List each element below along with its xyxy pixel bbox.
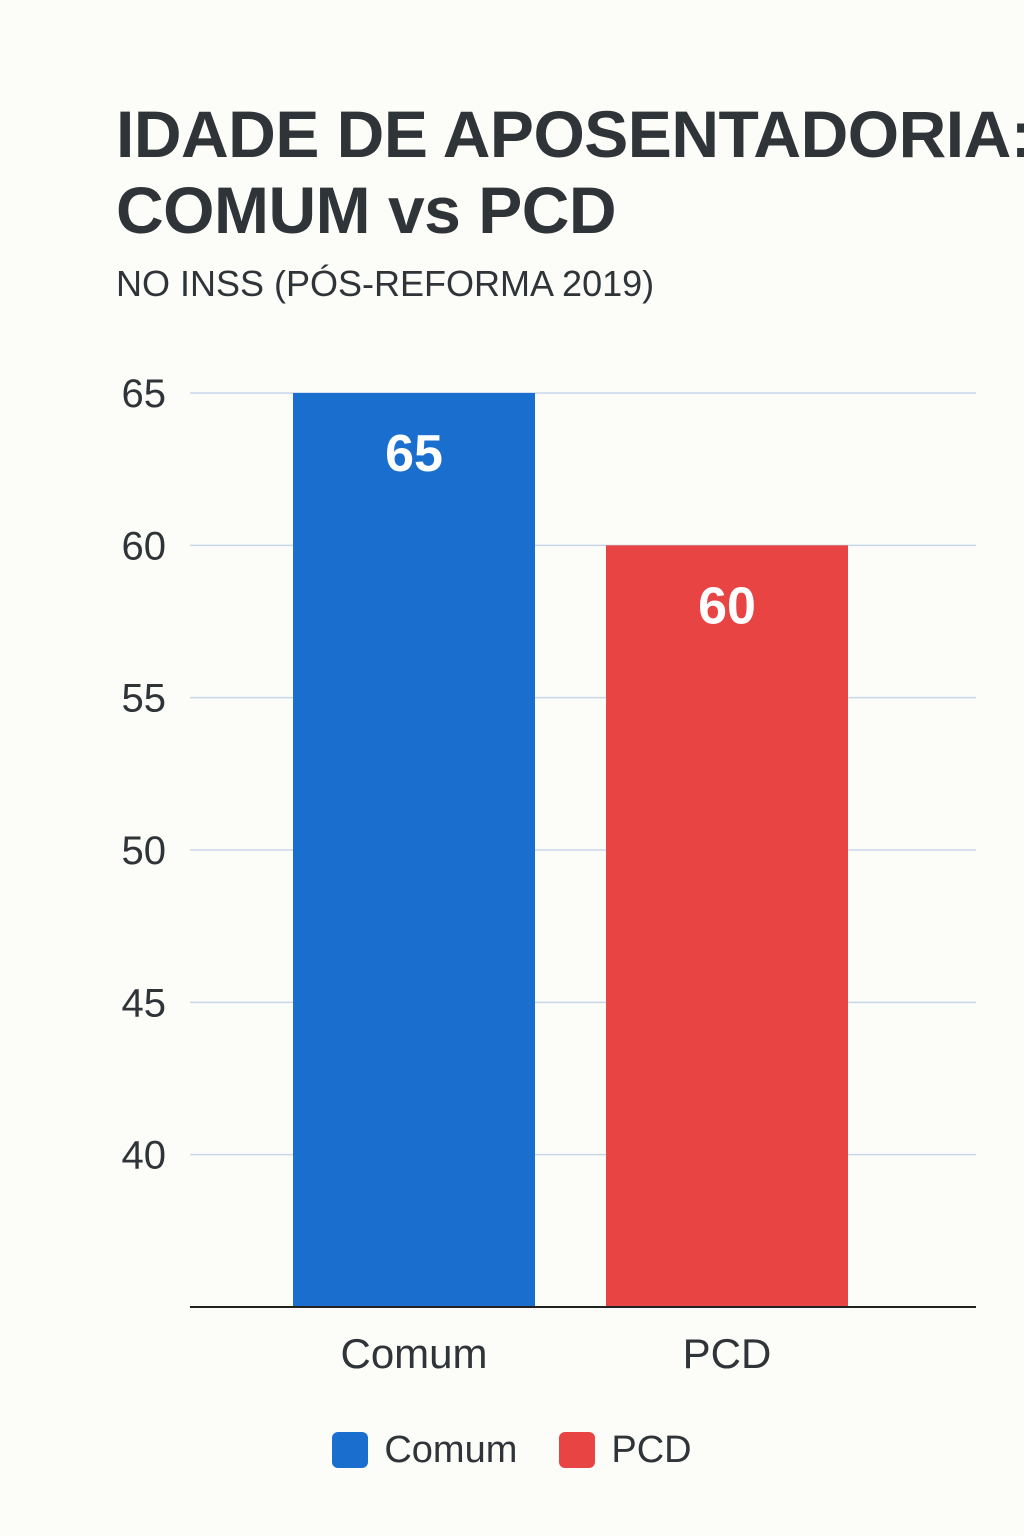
y-tick-label-55: 55: [122, 677, 167, 721]
legend-item-pcd: PCD: [559, 1428, 692, 1472]
y-tick-label-45: 45: [122, 981, 167, 1025]
bar-value-labels: 65 60: [385, 425, 756, 635]
legend-label-comum: Comum: [384, 1429, 518, 1471]
y-tick-label-40: 40: [122, 1134, 167, 1178]
bars: [293, 393, 848, 1307]
legend-label-pcd: PCD: [611, 1429, 692, 1471]
chart-subtitle: NO INSS (PÓS-REFORMA 2019): [116, 263, 655, 304]
legend: Comum PCD: [0, 1424, 1024, 1476]
chart-title-line-2: COMUM vs PCD: [116, 173, 617, 247]
legend-swatch-pcd: [559, 1432, 596, 1468]
bar-comum: [293, 393, 535, 1307]
x-axis-ticks: Comum PCD: [340, 1330, 771, 1377]
x-tick-label-pcd: PCD: [683, 1330, 772, 1377]
y-tick-label-50: 50: [122, 829, 167, 873]
chart-title: IDADE DE APOSENTADORIA: COMUM vs PCD: [116, 96, 1024, 248]
y-tick-label-60: 60: [122, 524, 167, 568]
bar-value-label-pcd: 60: [698, 577, 756, 635]
legend-item-comum: Comum: [332, 1428, 517, 1472]
x-tick-label-comum: Comum: [340, 1330, 487, 1377]
bar-value-label-comum: 65: [385, 425, 443, 483]
legend-swatch-comum: [332, 1432, 369, 1468]
chart-title-line-1: IDADE DE APOSENTADORIA:: [116, 97, 1024, 171]
bar-pcd: [606, 545, 848, 1307]
y-tick-label-65: 65: [122, 372, 167, 416]
y-axis-ticks: 40 45 50 55 60 65: [122, 372, 167, 1178]
